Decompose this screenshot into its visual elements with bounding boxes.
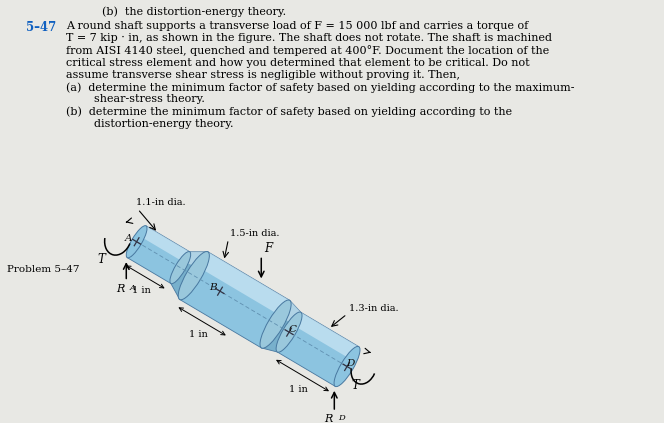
Ellipse shape xyxy=(334,346,360,387)
Text: 1.1-in dia.: 1.1-in dia. xyxy=(136,198,185,207)
Text: distortion-energy theory.: distortion-energy theory. xyxy=(66,118,234,129)
Ellipse shape xyxy=(276,312,302,352)
Text: (a)  determine the minimum factor of safety based on yielding according to the m: (a) determine the minimum factor of safe… xyxy=(66,82,575,93)
Polygon shape xyxy=(293,312,359,360)
Polygon shape xyxy=(278,312,359,386)
Polygon shape xyxy=(127,226,190,283)
Text: 1.3-in dia.: 1.3-in dia. xyxy=(349,304,398,313)
Polygon shape xyxy=(180,252,290,348)
Text: critical stress element and how you determined that element to be critical. Do n: critical stress element and how you dete… xyxy=(66,58,530,68)
Text: A round shaft supports a transverse load of F = 15 000 lbf and carries a torque : A round shaft supports a transverse load… xyxy=(66,21,529,31)
Polygon shape xyxy=(262,300,301,352)
Text: F: F xyxy=(264,242,272,255)
Text: 1 in: 1 in xyxy=(290,385,308,394)
Text: R: R xyxy=(324,414,333,423)
Polygon shape xyxy=(183,252,208,267)
Text: from AISI 4140 steel, quenched and tempered at 400°F. Document the location of t: from AISI 4140 steel, quenched and tempe… xyxy=(66,45,550,56)
Text: D: D xyxy=(338,414,345,422)
Text: B: B xyxy=(208,283,216,292)
Text: 1 in: 1 in xyxy=(132,286,151,295)
Polygon shape xyxy=(140,226,190,262)
Text: 1 in: 1 in xyxy=(189,330,208,340)
Ellipse shape xyxy=(178,252,209,300)
Text: C: C xyxy=(289,325,297,334)
Text: T = 7 kip · in, as shown in the figure. The shaft does not rotate. The shaft is : T = 7 kip · in, as shown in the figure. … xyxy=(66,33,552,43)
Text: A: A xyxy=(130,284,136,292)
Ellipse shape xyxy=(260,300,291,348)
Text: assume transverse shear stress is negligible without proving it. Then,: assume transverse shear stress is neglig… xyxy=(66,70,460,80)
Text: (b)  the distortion-energy theory.: (b) the distortion-energy theory. xyxy=(102,6,286,17)
Polygon shape xyxy=(171,252,208,299)
Text: T: T xyxy=(352,379,360,392)
Text: A: A xyxy=(125,234,132,244)
Polygon shape xyxy=(280,300,301,325)
Text: 5–47: 5–47 xyxy=(26,21,56,34)
Text: R: R xyxy=(116,284,124,294)
Text: T: T xyxy=(97,253,105,266)
Text: Problem 5–47: Problem 5–47 xyxy=(7,265,80,274)
Ellipse shape xyxy=(170,252,191,284)
Polygon shape xyxy=(199,252,290,316)
Text: (b)  determine the minimum factor of safety based on yielding according to the: (b) determine the minimum factor of safe… xyxy=(66,107,513,117)
Text: shear-stress theory.: shear-stress theory. xyxy=(66,94,205,104)
Ellipse shape xyxy=(126,225,147,258)
Text: 1.5-in dia.: 1.5-in dia. xyxy=(230,229,280,238)
Text: D: D xyxy=(347,359,355,368)
